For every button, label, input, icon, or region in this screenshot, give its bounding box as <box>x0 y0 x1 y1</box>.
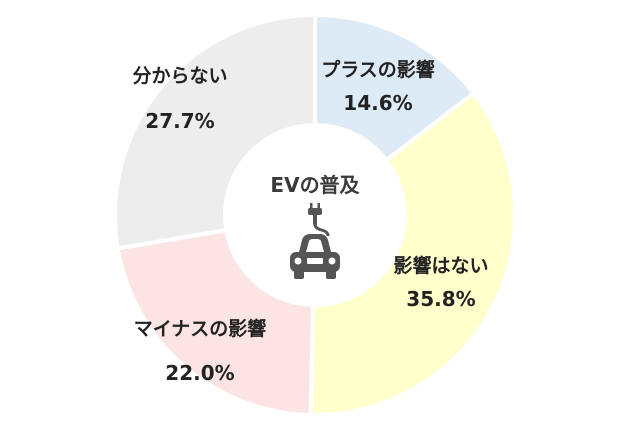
label-unknown: 分からない <box>132 65 227 87</box>
value-plus-impact: 14.6% <box>343 91 412 115</box>
value-unknown: 27.7% <box>145 109 214 133</box>
value-minus-impact: 22.0% <box>165 361 234 385</box>
value-no-impact: 35.8% <box>406 287 475 311</box>
center-title: EVの普及 <box>270 173 360 197</box>
label-no-impact: 影響はない <box>393 254 488 277</box>
label-minus-impact: マイナスの影響 <box>134 317 267 340</box>
electric-car-icon <box>290 203 340 279</box>
pie-slice-1 <box>308 90 517 417</box>
label-plus-impact: プラスの影響 <box>321 58 435 81</box>
